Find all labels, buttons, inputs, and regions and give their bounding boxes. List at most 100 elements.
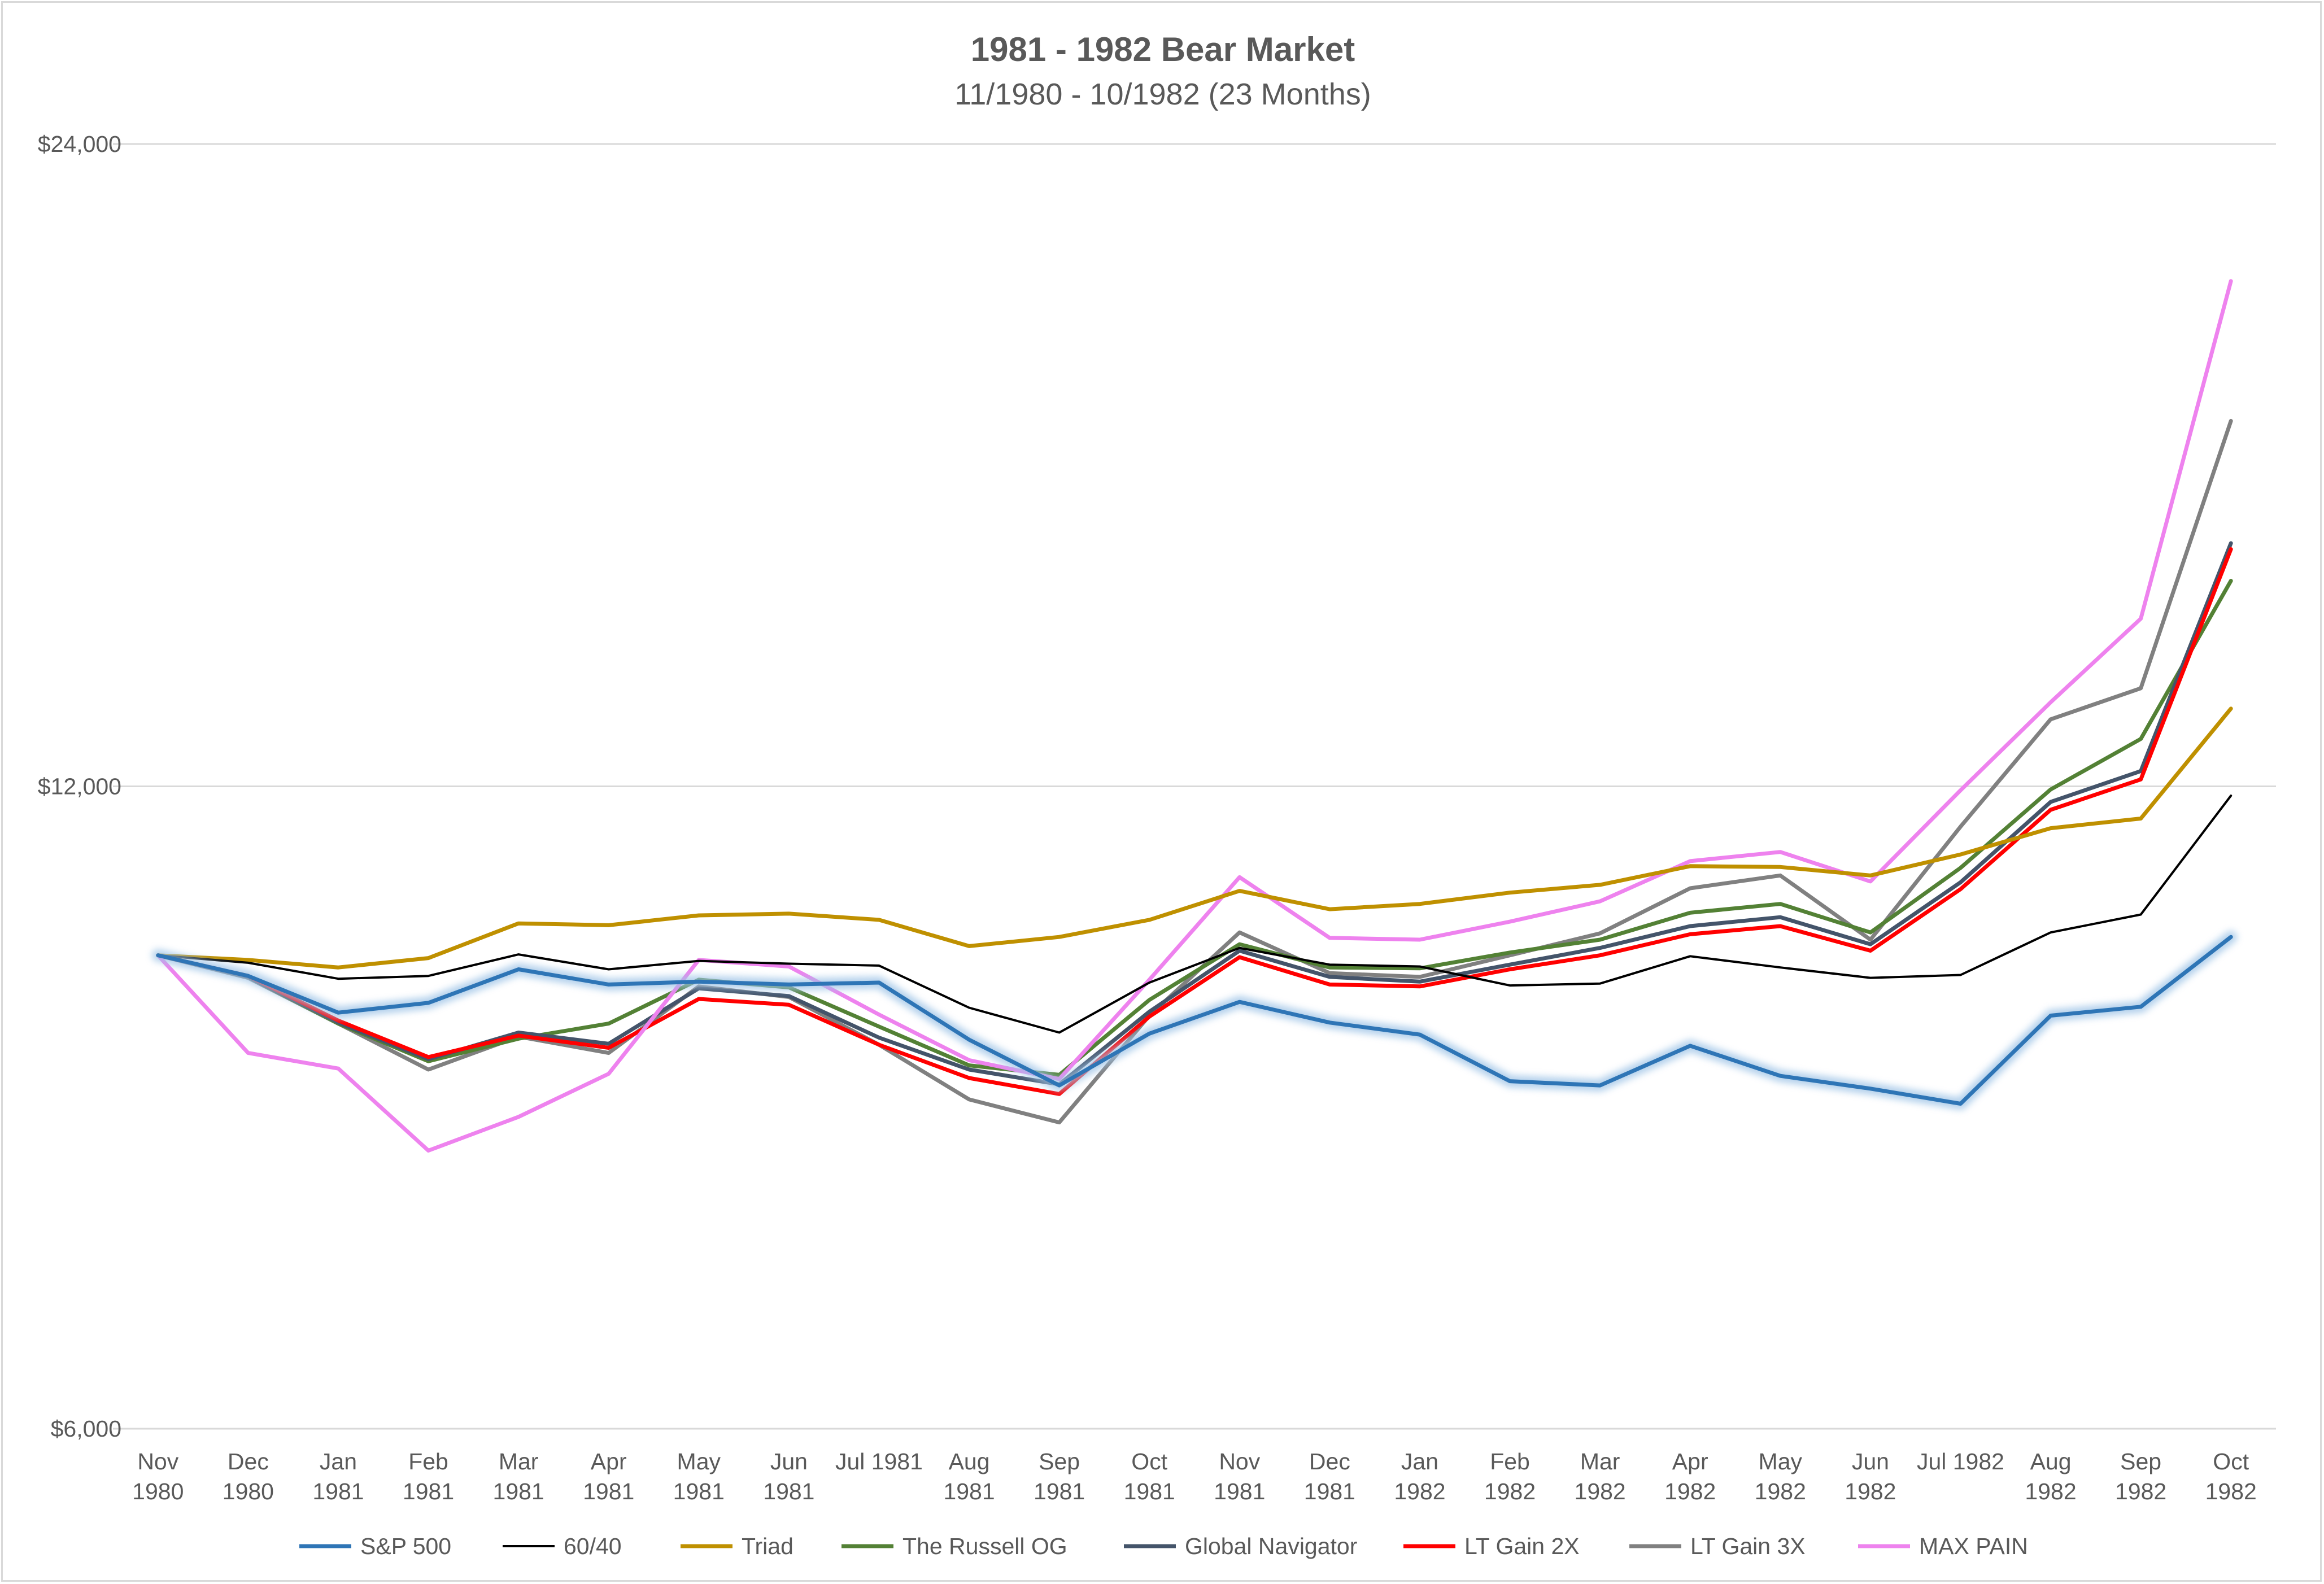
x-tick-line-1: Dec — [1309, 1448, 1350, 1474]
x-tick-line-2: 1981 — [673, 1478, 725, 1504]
x-tick-line-2: 1982 — [2025, 1478, 2076, 1504]
x-tick-line-1: Nov — [137, 1448, 178, 1474]
x-tick-label: Jun 1981 — [763, 1448, 814, 1504]
x-tick-line-1: May — [1759, 1448, 1803, 1474]
x-tick-line-1: May — [677, 1448, 721, 1474]
x-tick-line-2: 1980 — [132, 1478, 184, 1504]
x-tick-line-2: 1982 — [2115, 1478, 2166, 1504]
x-tick-label: Sep 1982 — [2115, 1448, 2166, 1504]
series-line-triad — [156, 706, 2233, 970]
x-tick-label: Mar 1981 — [493, 1448, 544, 1504]
series-line-global-navigator — [156, 541, 2233, 1086]
x-tick-label: Feb 1981 — [403, 1448, 454, 1504]
y-tick-label: $24,000 — [38, 131, 121, 157]
series-line-max-pain — [156, 279, 2233, 1153]
gridlines — [113, 143, 2276, 1430]
series-line-s-p-500 — [156, 935, 2233, 1106]
chart-subtitle: 11/1980 - 10/1982 (23 Months) — [954, 77, 1371, 111]
x-tick-line-1: Jun — [770, 1448, 808, 1474]
legend-item-lt-gain-2x: LT Gain 2X — [1403, 1533, 1580, 1559]
x-tick-line-2: 1981 — [1214, 1478, 1265, 1504]
x-tick-label: Apr 1981 — [583, 1448, 634, 1504]
x-tick-line-2: 1982 — [1575, 1478, 1626, 1504]
x-tick-line-2: 1982 — [1484, 1478, 1536, 1504]
legend-item-s-p-500: S&P 500 — [299, 1533, 451, 1559]
x-tick-label: Aug 1981 — [943, 1448, 995, 1504]
x-tick-label: Nov 1981 — [1214, 1448, 1265, 1504]
x-tick-label: Feb 1982 — [1484, 1448, 1536, 1504]
x-tick-line-1: Aug — [949, 1448, 990, 1474]
x-tick-label: Dec 1980 — [223, 1448, 274, 1504]
x-tick-label: Oct 1981 — [1124, 1448, 1175, 1504]
x-tick-line-1: Feb — [1490, 1448, 1530, 1474]
legend: S&P 500 60/40 Triad The Russell OG Global Na… — [299, 1533, 2028, 1559]
x-tick-line-1: Sep — [2120, 1448, 2161, 1474]
chart-title: 1981 - 1982 Bear Market — [971, 30, 1355, 68]
x-tick-line-1: Jan — [1401, 1448, 1438, 1474]
legend-label: 60/40 — [564, 1533, 622, 1559]
x-tick-line-2: 1981 — [1124, 1478, 1175, 1504]
legend-item-lt-gain-3x: LT Gain 3X — [1629, 1533, 1806, 1559]
x-tick-line-2: 1982 — [2205, 1478, 2257, 1504]
x-tick-label: Jul 1982 — [1917, 1448, 2004, 1474]
x-tick-line-1: Jan — [320, 1448, 357, 1474]
legend-label: MAX PAIN — [1919, 1533, 2028, 1559]
x-tick-label: Mar 1982 — [1575, 1448, 1626, 1504]
x-tick-line-1: Mar — [499, 1448, 539, 1474]
x-tick-label: Sep 1981 — [1034, 1448, 1085, 1504]
legend-item-60-40: 60/40 — [503, 1533, 622, 1559]
x-tick-line-1: Apr — [591, 1448, 627, 1474]
x-tick-line-1: Feb — [408, 1448, 448, 1474]
y-tick-label: $12,000 — [38, 774, 121, 800]
legend-item-max-pain: MAX PAIN — [1858, 1533, 2028, 1559]
x-tick-line-1: Mar — [1580, 1448, 1620, 1474]
x-tick-line-2: 1982 — [1845, 1478, 1896, 1504]
x-tick-line-2: 1980 — [223, 1478, 274, 1504]
x-tick-line-1: Oct — [1131, 1448, 1167, 1474]
x-tick-line-2: 1981 — [943, 1478, 995, 1504]
legend-item-global-navigator: Global Navigator — [1124, 1533, 1357, 1559]
x-tick-line-2: 1982 — [1394, 1478, 1445, 1504]
y-tick-label: $6,000 — [51, 1416, 121, 1442]
x-axis-tick-labels: Nov 1980 Dec 1980 Jan 1981 Feb 1981 Mar 1981 Apr 19… — [132, 1448, 2257, 1504]
series-lines — [151, 279, 2238, 1153]
y-axis-tick-labels: $6,000 $12,000 $24,000 — [38, 131, 121, 1442]
x-tick-label: Apr 1982 — [1664, 1448, 1716, 1504]
x-tick-line-2: 1981 — [493, 1478, 544, 1504]
legend-item-triad: Triad — [681, 1533, 793, 1559]
x-tick-label: May 1981 — [673, 1448, 725, 1504]
x-tick-label: Aug 1982 — [2025, 1448, 2076, 1504]
series-line-lt-gain-2x — [156, 547, 2233, 1096]
x-tick-line-1: Sep — [1039, 1448, 1080, 1474]
legend-label: The Russell OG — [902, 1533, 1067, 1559]
x-tick-line-1: Oct — [2213, 1448, 2249, 1474]
x-tick-line-2: 1981 — [1304, 1478, 1355, 1504]
x-tick-line-2: 1981 — [312, 1478, 364, 1504]
legend-label: Global Navigator — [1185, 1533, 1357, 1559]
x-tick-line-2: 1981 — [403, 1478, 454, 1504]
x-tick-line-2: 1981 — [1034, 1478, 1085, 1504]
series-glow-s-p-500 — [151, 931, 2238, 1110]
series-line-the-russell-og — [156, 579, 2233, 1077]
x-tick-line-1: Jul 1982 — [1917, 1448, 2004, 1474]
x-tick-line-1: Apr — [1672, 1448, 1708, 1474]
legend-label: S&P 500 — [360, 1533, 451, 1559]
series-line-60-40 — [156, 795, 2233, 1034]
x-tick-line-1: Dec — [228, 1448, 269, 1474]
x-tick-label: Jan 1981 — [312, 1448, 364, 1504]
legend-label: LT Gain 3X — [1690, 1533, 1806, 1559]
x-tick-line-1: Aug — [2030, 1448, 2072, 1474]
x-tick-line-2: 1982 — [1755, 1478, 1806, 1504]
x-tick-line-1: Jun — [1852, 1448, 1889, 1474]
x-tick-line-1: Nov — [1219, 1448, 1260, 1474]
legend-label: Triad — [742, 1533, 793, 1559]
x-tick-line-2: 1982 — [1664, 1478, 1716, 1504]
x-tick-label: Jan 1982 — [1394, 1448, 1445, 1504]
x-tick-label: May 1982 — [1755, 1448, 1806, 1504]
legend-item-the-russell-og: The Russell OG — [841, 1533, 1067, 1559]
legend-label: LT Gain 2X — [1464, 1533, 1580, 1559]
x-tick-label: Nov 1980 — [132, 1448, 184, 1504]
x-tick-line-1: Jul 1981 — [835, 1448, 923, 1474]
x-tick-line-2: 1981 — [763, 1478, 814, 1504]
